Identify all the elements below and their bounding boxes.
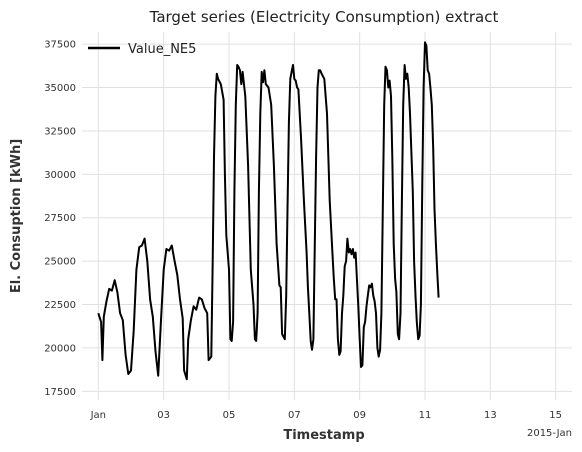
y-tick-label: 27500	[44, 213, 76, 224]
x-tick-label: Jan	[90, 410, 106, 421]
x-tick-label: 07	[288, 410, 301, 421]
x-tick-label: 13	[484, 410, 497, 421]
y-tick-label: 22500	[44, 300, 76, 311]
y-tick-label: 17500	[44, 387, 76, 398]
chart-title: Target series (Electricity Consumption) …	[149, 8, 499, 26]
y-tick-label: 25000	[44, 257, 76, 268]
x-tick-label: 09	[353, 410, 366, 421]
y-tick-label: 20000	[44, 343, 76, 354]
x-gridlines	[97, 32, 557, 400]
legend-label: Value_NE5	[128, 42, 196, 57]
y-tick-labels: 17500 20000 22500 25000 27500 30000 32500 35000…	[44, 40, 76, 398]
x-tick-label: 03	[157, 410, 170, 421]
y-gridlines	[82, 43, 572, 392]
x-tick-label: 05	[223, 410, 236, 421]
y-axis-title: El. Consuption [kWh]	[9, 139, 24, 293]
x-tick-labels: Jan 03 05 07 09 11 13 15	[90, 410, 562, 421]
series-layer	[97, 41, 440, 381]
y-tick-label: 35000	[44, 83, 76, 94]
y-tick-label: 37500	[44, 40, 76, 51]
y-tick-label: 30000	[44, 170, 76, 181]
y-tick-label: 32500	[44, 126, 76, 137]
x-tick-label: 11	[419, 410, 432, 421]
legend: Value_NE5	[88, 42, 196, 57]
x-axis-title: Timestamp	[283, 428, 364, 443]
series-line-value-ne5	[97, 41, 440, 381]
x-tick-label: 15	[549, 410, 562, 421]
x-offset-label: 2015-Jan	[527, 428, 572, 439]
